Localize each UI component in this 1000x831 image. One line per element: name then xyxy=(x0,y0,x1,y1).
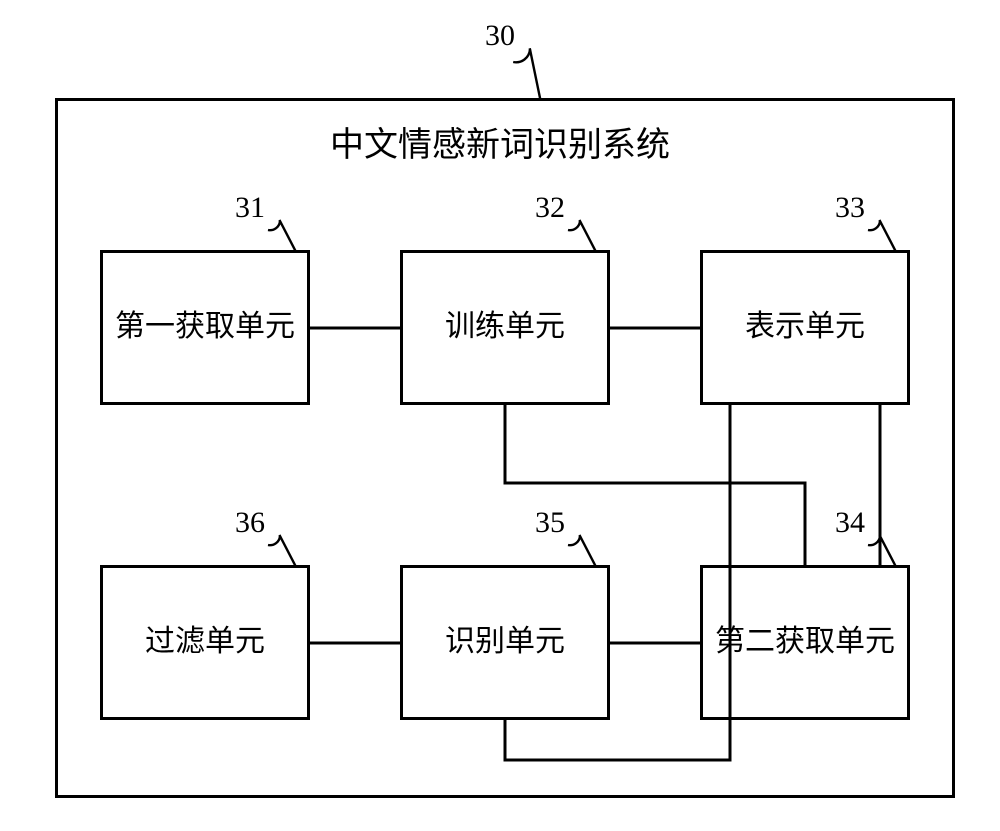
node-ref-n34: 34 xyxy=(805,506,865,540)
system-title: 中文情感新词识别系统 xyxy=(250,117,750,166)
node-label: 过滤单元 xyxy=(145,622,265,663)
node-label: 识别单元 xyxy=(445,622,565,663)
node-n31: 第一获取单元 xyxy=(100,250,310,405)
node-ref-n36: 36 xyxy=(205,506,265,540)
diagram-canvas: 30 中文情感新词识别系统 第一获取单元 31 训练单元 32 表示单元 33 第二获取单元… xyxy=(0,0,1000,831)
node-ref-n32: 32 xyxy=(505,191,565,225)
node-n33: 表示单元 xyxy=(700,250,910,405)
node-n35: 识别单元 xyxy=(400,565,610,720)
node-ref-n35: 35 xyxy=(505,506,565,540)
node-label: 训练单元 xyxy=(445,307,565,348)
system-ref-label: 30 xyxy=(470,19,530,53)
node-ref-n33: 33 xyxy=(805,191,865,225)
node-label: 第一获取单元 xyxy=(115,307,295,348)
node-label: 表示单元 xyxy=(745,307,865,348)
node-label: 第二获取单元 xyxy=(715,622,895,663)
node-n36: 过滤单元 xyxy=(100,565,310,720)
node-ref-n31: 31 xyxy=(205,191,265,225)
node-n32: 训练单元 xyxy=(400,250,610,405)
node-n34: 第二获取单元 xyxy=(700,565,910,720)
